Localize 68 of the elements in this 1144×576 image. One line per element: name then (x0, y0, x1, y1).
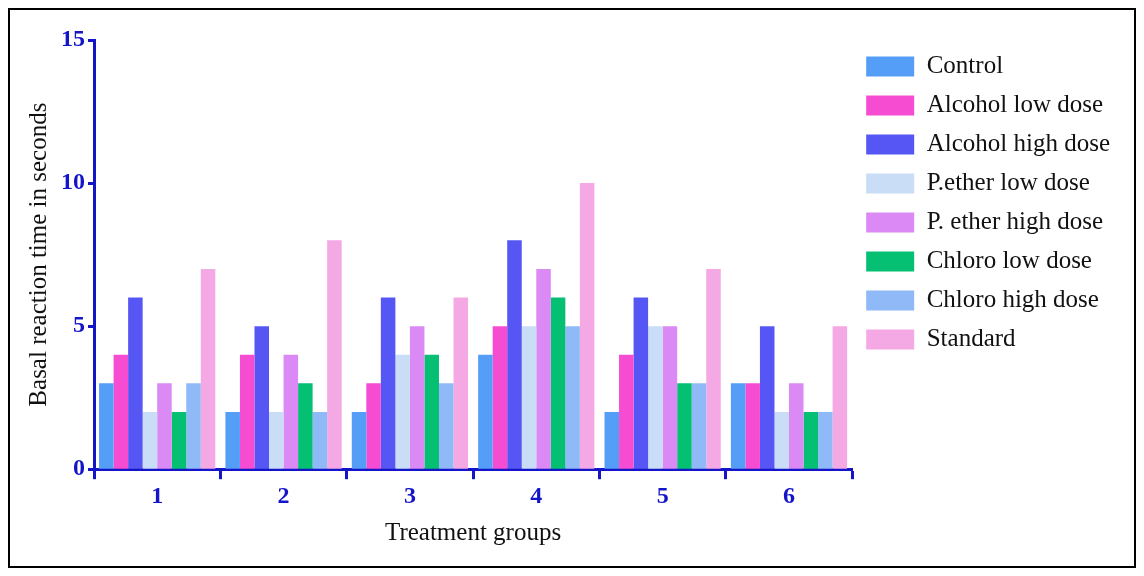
legend-label: Alcohol high dose (926, 129, 1111, 157)
bar (633, 297, 649, 469)
y-axis-title: Basal reaction time in seconds (23, 102, 51, 407)
bar (239, 354, 255, 469)
x-tick-label: 2 (277, 481, 290, 508)
legend-label: Standard (926, 324, 1017, 352)
bar (648, 326, 663, 469)
bar (478, 354, 493, 469)
bar (254, 326, 270, 469)
bar (298, 383, 313, 469)
bar (818, 411, 833, 469)
y-tick-label: 5 (73, 311, 85, 338)
bar (395, 354, 410, 469)
bar (774, 411, 790, 469)
x-axis-title: Treatment groups (385, 517, 562, 545)
bar (283, 354, 299, 469)
bar (225, 411, 240, 469)
bar (128, 297, 143, 469)
bar (351, 411, 367, 469)
y-tick-label: 10 (61, 168, 85, 195)
bar (366, 383, 381, 469)
bar (157, 383, 172, 469)
x-tick-label: 1 (151, 481, 164, 508)
x-tick-label: 6 (783, 481, 795, 508)
bar (789, 383, 804, 469)
bar (269, 411, 284, 469)
bar (550, 297, 566, 469)
bar (706, 268, 721, 469)
legend-label: Control (926, 51, 1004, 79)
bar (200, 268, 216, 469)
bar (536, 268, 551, 469)
bar (171, 411, 187, 469)
x-tick-label: 5 (656, 481, 669, 508)
bar (565, 326, 580, 469)
bar (803, 411, 819, 469)
bar (186, 383, 201, 469)
legend-label: Chloro high dose (926, 285, 1099, 313)
bar (745, 383, 760, 469)
bar (142, 411, 158, 469)
bar (832, 326, 848, 469)
bar (604, 411, 620, 469)
bar (327, 240, 342, 469)
x-tick-label: 4 (530, 481, 543, 508)
legend-label: Chloro low dose (926, 246, 1092, 274)
bar (99, 383, 114, 469)
bar (453, 297, 469, 469)
y-tick-label: 15 (61, 25, 85, 52)
bar (619, 354, 634, 469)
bar (424, 354, 439, 469)
y-tick-label: 0 (73, 454, 85, 481)
bar (759, 326, 775, 469)
bar (409, 326, 425, 469)
legend-label: Alcohol low dose (926, 90, 1104, 118)
bar (507, 240, 522, 469)
bar (438, 383, 454, 469)
bar (677, 383, 692, 469)
bar (662, 326, 678, 469)
legend-label: P. ether high dose (926, 207, 1104, 235)
bar (579, 183, 595, 469)
bar (312, 411, 328, 469)
bar (691, 383, 707, 469)
bar (521, 326, 537, 469)
legend-label: P.ether low dose (926, 168, 1090, 196)
x-tick-label: 3 (403, 481, 416, 508)
bar (492, 326, 508, 469)
bar (730, 383, 746, 469)
bar (113, 354, 129, 469)
bar (380, 297, 396, 469)
